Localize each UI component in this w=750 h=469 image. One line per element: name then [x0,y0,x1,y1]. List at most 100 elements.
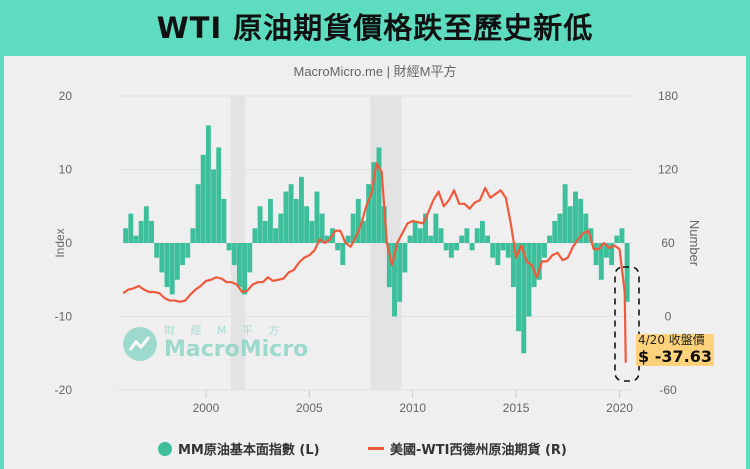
index-bar [438,228,444,243]
legend-label: MM原油基本面指數 (L) [178,443,320,458]
index-bar [355,198,361,243]
y-tick-left: -10 [55,310,73,324]
index-bar [562,184,568,243]
index-bar [314,191,320,243]
index-bar [371,162,377,243]
x-tick: 2015 [503,401,530,415]
index-bar [309,220,315,243]
index-bar [149,220,154,243]
index-bar [433,213,439,243]
index-bar [417,228,423,243]
index-bar [174,243,180,280]
annotation-value: $ -37.63 [638,346,712,366]
index-bar [185,243,191,258]
x-tick: 2000 [193,401,220,415]
index-bar [547,235,553,243]
index-bar [598,243,604,280]
index-bar [340,243,346,266]
index-bar [531,243,537,288]
index-bar [293,198,299,243]
index-bar [242,243,248,295]
y-tick-left: 0 [65,236,72,250]
index-bar [386,243,392,288]
legend-circle-icon [158,441,172,456]
index-bar [154,243,160,258]
index-bar [578,198,584,243]
index-bar [190,228,196,243]
x-tick: 2005 [296,401,323,415]
legend-item-wti[interactable]: 美國-WTI西德州原油期貨 (R) [368,439,567,458]
index-bar [159,243,165,273]
index-bar [298,176,304,243]
index-bar [221,198,227,243]
x-tick: 2010 [399,401,426,415]
legend-line-icon [368,447,384,450]
index-bar [490,243,496,258]
index-bar [247,243,253,273]
watermark-cn: 財 經 M 平 方 [164,324,286,337]
index-bar [195,184,201,243]
index-bar [226,243,232,251]
index-bar [495,243,501,266]
watermark-logo: 財 經 M 平 方 MacroMicro [122,324,308,363]
price-annotation: 4/20 收盤價 $ -37.63 [636,333,714,367]
page-title: WTI 原油期貨價格跌至歷史新低 [156,11,594,45]
index-bar [278,213,284,243]
index-bar [464,228,470,243]
index-bar [376,147,382,243]
annotation-date: 4/20 收盤價 [638,333,705,347]
y-tick-right: 60 [661,236,675,250]
index-bar [541,243,547,258]
index-bar [443,243,449,251]
y-tick-right: 120 [658,163,678,177]
index-bar [402,243,408,273]
y-tick-left: -20 [55,383,73,397]
highlight-dashed-box [614,266,640,382]
index-bar [521,243,527,354]
index-bar [288,184,294,243]
index-bar [572,191,578,243]
index-bar [205,125,211,243]
index-bar [252,228,258,243]
y-tick-left: 10 [59,163,73,177]
index-bar [505,243,511,258]
index-bar [128,213,134,243]
index-bar [169,243,175,295]
index-bar [583,213,589,243]
index-bar [485,235,491,243]
index-bar [479,220,485,243]
index-bar [381,206,387,243]
legend-item-index[interactable]: MM原油基本面指數 (L) [158,439,320,458]
index-bar [428,235,434,243]
legend-label: 美國-WTI西德州原油期貨 (R) [390,443,567,458]
index-bar [216,147,222,243]
index-bar [557,213,563,243]
index-bar [448,243,454,258]
chart: 20 180 10 120 0 60 -10 0 -20 -60 2000 2005 2010 2015 2… [53,64,702,415]
index-bar [324,235,330,243]
index-bar [304,206,310,243]
index-bar [267,198,273,243]
index-bar [454,243,459,251]
chart-panel: 20 180 10 120 0 60 -10 0 -20 -60 2000 2005 2010 2015 2… [4,56,746,469]
index-bar [273,228,279,243]
chart-subtitle: MacroMicro.me | 財經M平方 [294,64,457,79]
index-bar [552,220,558,243]
y-axis-left-label: Index [53,228,67,257]
index-bar [143,206,149,243]
index-bar [459,235,465,243]
x-tick: 2020 [606,401,633,415]
index-bar [397,243,403,302]
index-bar [516,243,522,332]
index-bar [500,243,506,251]
index-bar [283,191,289,243]
y-tick-right: 0 [665,310,672,324]
index-bar [526,243,532,317]
index-bar [366,184,372,243]
index-bar [350,213,356,243]
index-bar [123,228,129,243]
index-bar [474,228,480,243]
y-tick-right: 180 [658,89,678,103]
y-tick-left: 20 [59,89,73,103]
index-bar [536,243,542,280]
